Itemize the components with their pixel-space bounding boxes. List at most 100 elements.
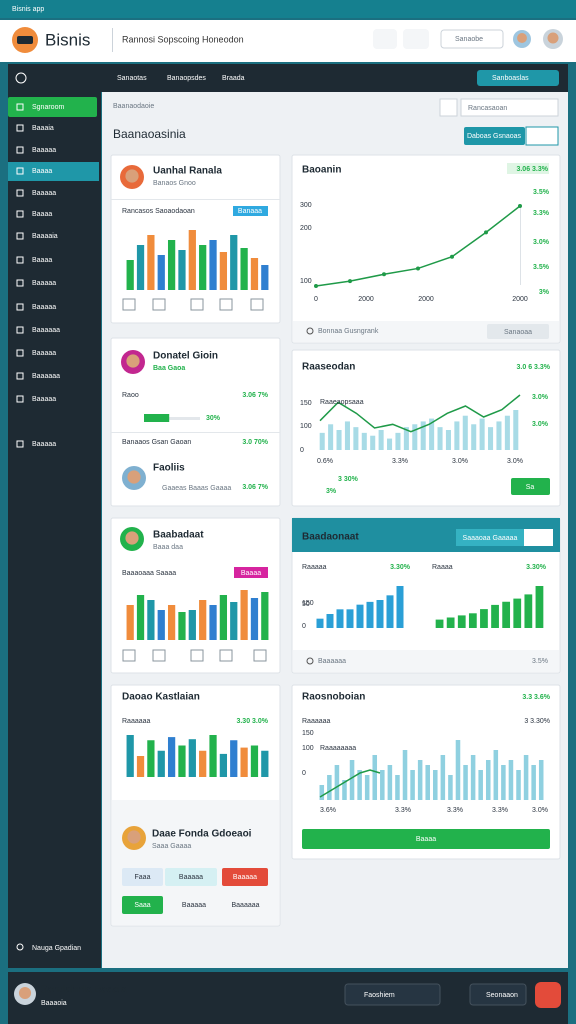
- nav-item[interactable]: Sanaotas: [117, 75, 147, 82]
- sidebar-item[interactable]: Baaaaa: [32, 190, 56, 197]
- sidebar-icon: [16, 326, 24, 334]
- nav-item[interactable]: Braada: [222, 75, 245, 82]
- point: [416, 266, 420, 271]
- footer-chip-text[interactable]: Seonaaon: [486, 992, 518, 999]
- bar: [535, 586, 544, 628]
- rule: [111, 432, 280, 433]
- row-label: Banaaos Gsan Gaoan: [122, 439, 191, 446]
- icon: [190, 649, 204, 662]
- sidebar-item[interactable]: Baaaaa: [32, 304, 56, 311]
- sidebar-item[interactable]: Baaaaa: [32, 147, 56, 154]
- header-button-text[interactable]: Saaaoaa Gaaaaa: [463, 535, 518, 542]
- bar: [396, 586, 404, 628]
- bar: [327, 775, 332, 800]
- bar: [457, 615, 466, 628]
- x-label: 3.3%: [492, 807, 508, 814]
- card-value: 3 3.30%: [524, 718, 550, 725]
- bar: [429, 418, 435, 450]
- bar: [209, 605, 217, 640]
- sidebar-item[interactable]: Baaaa: [32, 257, 52, 264]
- x-label: 3.6%: [320, 807, 336, 814]
- note: 3%: [326, 488, 337, 495]
- bar: [538, 760, 544, 800]
- sidebar-item[interactable]: Baaaaa: [32, 280, 56, 287]
- bar: [378, 430, 384, 450]
- footer-button-text[interactable]: Sanaoaa: [504, 329, 532, 336]
- sidebar-item[interactable]: Baaaaaa: [32, 327, 60, 334]
- action-button-text[interactable]: Baaaaa: [233, 874, 257, 881]
- sidebar-icon: [16, 146, 24, 154]
- bar: [349, 760, 355, 800]
- bar: [342, 780, 347, 800]
- sidebar-item[interactable]: Baaaa: [32, 168, 52, 175]
- sidebar-icon: [16, 349, 24, 357]
- bar: [126, 260, 134, 290]
- icon: [152, 298, 166, 311]
- action-button-text[interactable]: Faaa: [135, 874, 151, 881]
- bar: [395, 775, 400, 800]
- card-sub: Baaa daa: [153, 544, 183, 551]
- sidebar-icon: [16, 440, 24, 448]
- action-button-text[interactable]: Saaa: [134, 902, 150, 909]
- bar: [478, 770, 483, 800]
- card-sub: Baa Gaoa: [153, 365, 185, 372]
- x-label: 2000: [512, 296, 528, 303]
- green-button-text[interactable]: Sa: [526, 484, 535, 491]
- select-text[interactable]: Rancasaoan: [468, 105, 507, 112]
- primary-button-text[interactable]: Daboas Gsnaoas: [467, 133, 522, 140]
- bar: [425, 765, 430, 800]
- y-label: 100: [302, 745, 314, 752]
- x-label: 3.0%: [532, 807, 548, 814]
- x-label: 3.3%: [392, 458, 408, 465]
- card-value: 3.3 3.6%: [522, 694, 550, 701]
- sidebar-item[interactable]: Baaaaa: [32, 350, 56, 357]
- nav-bar: [8, 64, 568, 92]
- point: [382, 272, 386, 277]
- footer-chip-text[interactable]: Faoshiem: [364, 992, 395, 999]
- sidebar-item[interactable]: Baaaaaa: [32, 373, 60, 380]
- green-button-text[interactable]: Baaaa: [416, 836, 436, 843]
- sidebar-item[interactable]: Baaaaa: [32, 441, 56, 448]
- footer-chip: [344, 983, 441, 1006]
- icon: [219, 298, 233, 311]
- r-label: 3.0%: [532, 421, 549, 428]
- green-button: [511, 478, 550, 495]
- sidebar: [8, 92, 101, 968]
- bar: [386, 595, 394, 628]
- split-button: [524, 529, 553, 546]
- sidebar-item[interactable]: Baaaaia: [32, 233, 58, 240]
- y-label: 0: [300, 447, 304, 454]
- sidebar-item[interactable]: Sgnaroom: [32, 104, 64, 111]
- bar: [326, 614, 334, 628]
- bar: [167, 240, 176, 290]
- page-title: Baanaoasinia: [113, 127, 186, 141]
- bar: [523, 755, 529, 800]
- action-button-text[interactable]: Baaaaa: [179, 874, 203, 881]
- card-title: Baabadaat: [153, 530, 204, 541]
- badge-text: Banaaa: [238, 208, 262, 215]
- bar: [387, 438, 393, 450]
- sidebar-item[interactable]: Baaaa: [32, 211, 52, 218]
- nav-button-text[interactable]: Sanboaslas: [492, 75, 529, 82]
- sidebar-item[interactable]: Baaaaa: [32, 396, 56, 403]
- sidebar-icon: [16, 103, 24, 111]
- bar: [361, 432, 367, 450]
- status-text: Bisnis app: [12, 6, 44, 13]
- header-chip-text[interactable]: Sanaobe: [455, 36, 483, 43]
- avatar-face: [18, 986, 32, 1000]
- action-button-text[interactable]: Baaaaa: [182, 902, 206, 909]
- x-label: 3.0%: [452, 458, 468, 465]
- nav-item[interactable]: Banaopsdes: [167, 75, 206, 82]
- action-button-text[interactable]: Baaaaaa: [231, 902, 259, 909]
- card-sub: Saaa Gaaaa: [152, 843, 191, 850]
- card-title: Faoliis: [153, 463, 185, 474]
- bar: [387, 765, 393, 800]
- bar: [157, 750, 165, 777]
- badge-text: 3.06 3.3%: [516, 166, 548, 173]
- bar: [136, 245, 145, 290]
- nav-button: [477, 70, 559, 86]
- action-button: [122, 868, 163, 886]
- chart-value: 3.30%: [526, 564, 547, 571]
- sidebar-item[interactable]: Baaaia: [32, 125, 54, 132]
